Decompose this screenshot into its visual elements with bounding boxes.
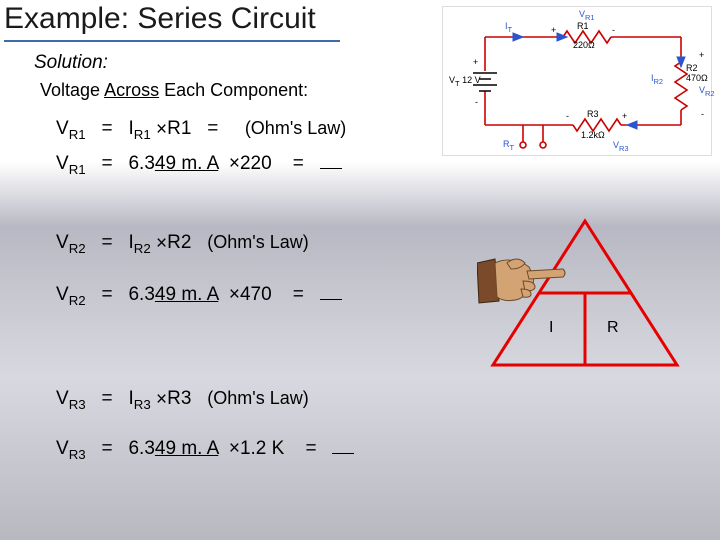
answer-blank-3 bbox=[332, 453, 354, 454]
eq-vr3-numeric: VR3 = 6.349 m. A ×1.2 K = bbox=[56, 438, 354, 462]
section-heading: Voltage Across Each Component: bbox=[40, 80, 308, 101]
answer-blank-2 bbox=[320, 299, 342, 300]
label-vr2: VR2 bbox=[699, 85, 715, 98]
page-title: Example: Series Circuit bbox=[4, 2, 316, 39]
label-r1-name: R1 bbox=[577, 21, 589, 31]
eq-vr2-formula: VR2 = IR2 ×R2 (Ohm's Law) bbox=[56, 232, 309, 256]
solution-label: Solution: bbox=[34, 52, 108, 74]
heading-pre: Voltage bbox=[40, 80, 104, 100]
answer-blank-1 bbox=[320, 168, 342, 169]
ohms-law-triangle: I R bbox=[485, 215, 685, 375]
label-r1-val: 220Ω bbox=[573, 40, 595, 50]
eq-vr2-numeric: VR2 = 6.349 m. A ×470 = bbox=[56, 284, 342, 308]
triangle-r-label: R bbox=[607, 319, 619, 337]
pointing-hand-icon bbox=[477, 253, 567, 308]
label-r2-name: R2 bbox=[686, 63, 698, 73]
title-underline bbox=[4, 40, 340, 42]
label-vr1: VR1 bbox=[579, 9, 595, 22]
label-vr3: VR3 bbox=[613, 140, 629, 153]
eq-vr1-formula: VR1 = IR1 ×R1 = (Ohm's Law) bbox=[56, 118, 346, 142]
label-r2-val: 470Ω bbox=[686, 73, 708, 83]
eq-vr1-numeric: VR1 = 6.349 m. A ×220 = bbox=[56, 153, 342, 177]
label-r3-name: R3 bbox=[587, 109, 599, 119]
label-source: VT 12 V bbox=[449, 75, 481, 88]
label-r3-val: 1.2kΩ bbox=[581, 130, 605, 140]
heading-post: Each Component: bbox=[159, 80, 308, 100]
circuit-diagram: VR1 R1 220Ω + - R2 470Ω VR2 IR2 + - R3 1… bbox=[442, 6, 712, 156]
eq-vr3-formula: VR3 = IR3 ×R3 (Ohm's Law) bbox=[56, 388, 309, 412]
label-rt: RT bbox=[503, 139, 514, 152]
triangle-i-label: I bbox=[549, 319, 553, 337]
label-it: IT bbox=[505, 21, 512, 34]
label-ir2: IR2 bbox=[651, 73, 663, 86]
heading-underlined: Across bbox=[104, 80, 159, 100]
